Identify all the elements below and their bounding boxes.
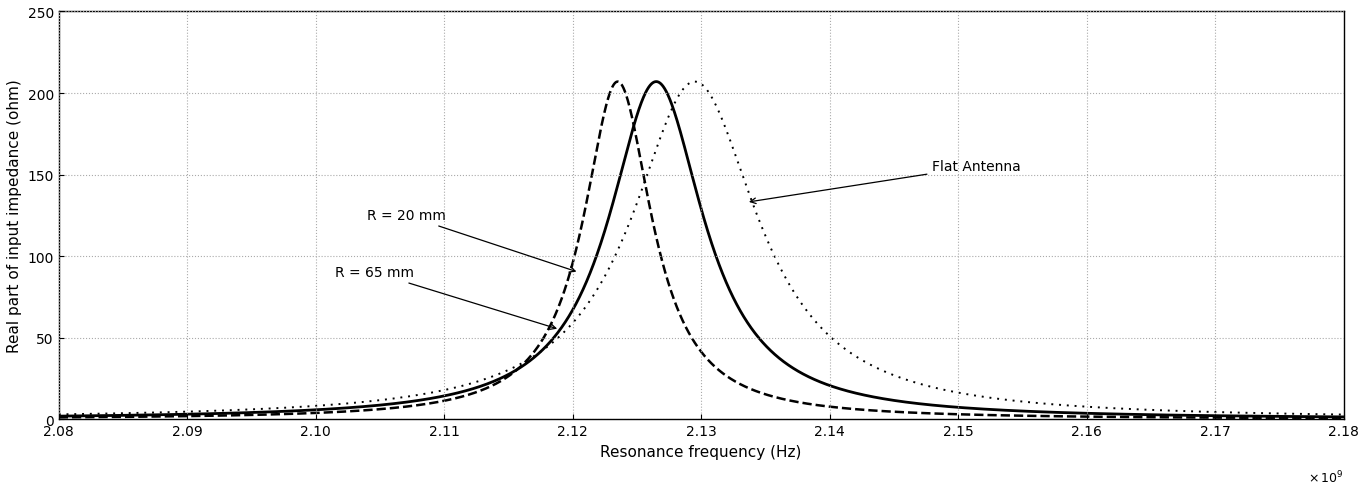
- Text: R = 20 mm: R = 20 mm: [367, 209, 575, 272]
- Text: $\times\,10^9$: $\times\,10^9$: [1309, 468, 1344, 485]
- Text: Flat Antenna: Flat Antenna: [750, 160, 1022, 204]
- Y-axis label: Real part of input impedance (ohm): Real part of input impedance (ohm): [7, 80, 22, 352]
- Text: R = 65 mm: R = 65 mm: [335, 266, 556, 330]
- X-axis label: Resonance frequency (Hz): Resonance frequency (Hz): [601, 444, 802, 459]
